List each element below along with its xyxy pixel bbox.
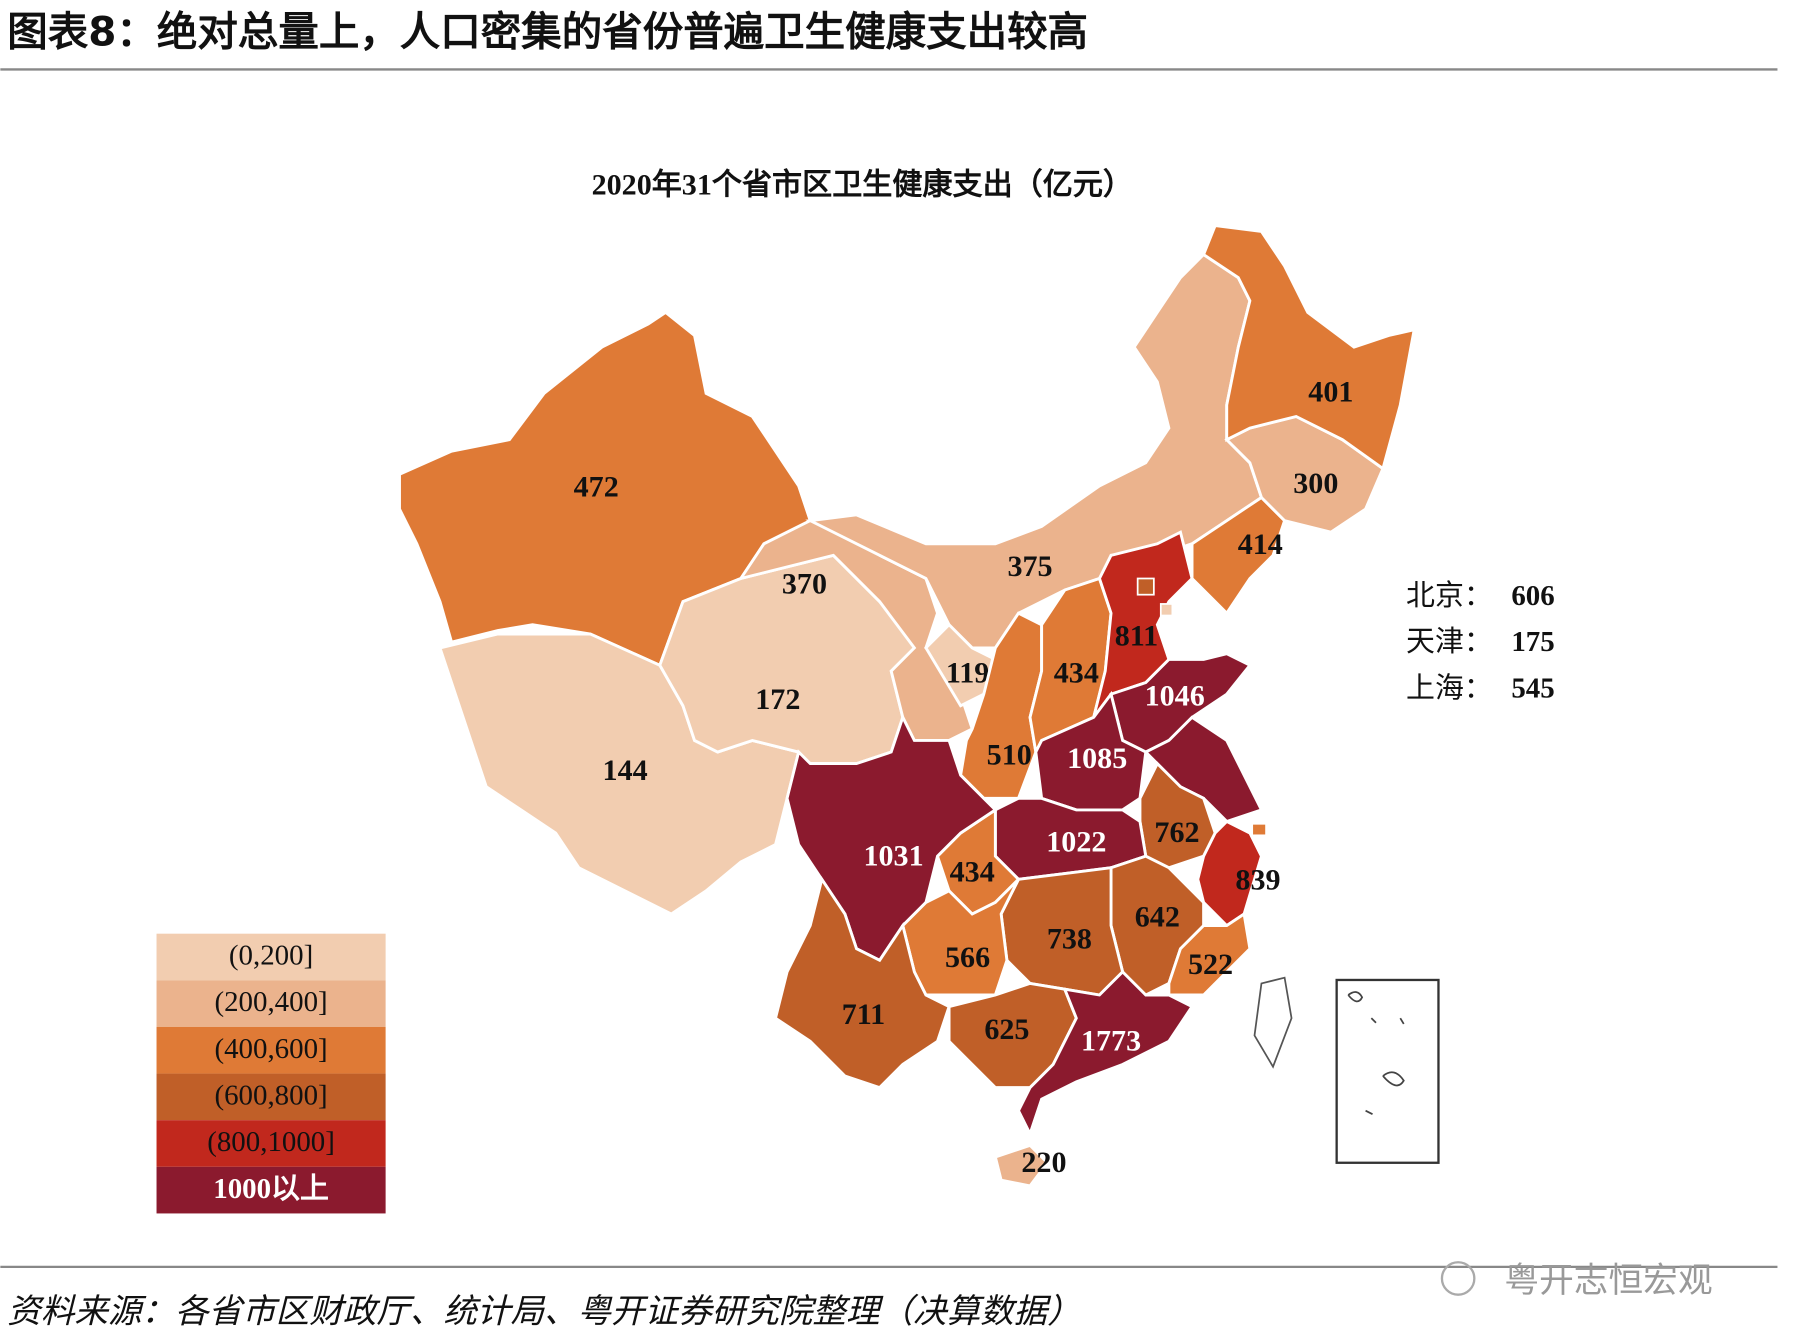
figure-title: 图表8：绝对总量上，人口密集的省份普遍卫生健康支出较高 (7, 8, 1088, 56)
province-value: 510 (987, 738, 1032, 772)
note-label: 北京： (1406, 580, 1493, 612)
province-value: 522 (1188, 947, 1233, 981)
province-value: 1031 (863, 838, 923, 872)
note-label: 上海： (1406, 672, 1493, 704)
province-value: 1046 (1145, 679, 1205, 713)
province-value: 144 (603, 753, 648, 787)
province-value: 566 (945, 940, 990, 974)
province-value: 1007 (1239, 744, 1299, 778)
province-value: 711 (842, 997, 885, 1031)
province (1016, 969, 1195, 1138)
province-value: 1085 (1067, 741, 1127, 775)
province-value: 300 (1293, 466, 1338, 500)
province (1196, 819, 1263, 928)
map-title: 2020年31个省市区卫生健康支出（亿元） (592, 167, 1133, 201)
province-value: 119 (946, 656, 989, 690)
legend-swatch (156, 1166, 386, 1214)
province-value: 220 (1021, 1145, 1066, 1179)
legend-label: (0,200] (229, 940, 313, 972)
province-value: 839 (1235, 863, 1280, 897)
source: 资料来源：各省市区财政厅、统计局、粤开证券研究院整理（决算数据） (7, 1292, 1081, 1331)
legend-swatch (156, 980, 386, 1027)
province-value: 811 (1115, 619, 1158, 653)
note-value: 606 (1511, 580, 1554, 612)
province-value: 1022 (1046, 825, 1106, 859)
inset-islands (1347, 991, 1405, 1115)
municipality (1251, 822, 1267, 837)
province (1167, 911, 1252, 997)
province (773, 875, 951, 1090)
province (1190, 495, 1287, 616)
province-value: 738 (1047, 922, 1092, 956)
legend-label: (200,400] (214, 986, 327, 1018)
note-value: 545 (1511, 672, 1554, 704)
legend-swatch (156, 1026, 386, 1074)
province-value: 172 (755, 682, 800, 716)
legend-label: (800,1000] (207, 1126, 335, 1158)
province-value: 414 (1238, 527, 1283, 561)
province (1092, 530, 1194, 719)
province-value: 625 (984, 1012, 1029, 1046)
legend-swatch (156, 1120, 386, 1167)
municipality (1136, 577, 1155, 596)
province-value: 401 (1308, 374, 1353, 408)
province-value: 434 (1054, 656, 1099, 690)
province-value: 434 (950, 855, 995, 889)
note-value: 175 (1511, 626, 1554, 658)
watermark-icon (1440, 1261, 1476, 1296)
province-value: 370 (782, 566, 827, 600)
legend-swatch (156, 933, 386, 981)
province-value: 472 (574, 469, 619, 503)
legend-swatch (156, 1073, 386, 1121)
legend-label: (600,800] (214, 1080, 327, 1112)
province-value: 1773 (1081, 1024, 1141, 1058)
province-value: 762 (1154, 815, 1199, 849)
taiwan-outline (1253, 976, 1293, 1069)
province-value: 642 (1135, 900, 1180, 934)
municipality (1159, 603, 1174, 617)
province (993, 1143, 1050, 1188)
inset-box (1335, 978, 1440, 1164)
watermark: 粤开志恒宏观 (1504, 1261, 1712, 1301)
legend-label: (400,600] (214, 1033, 327, 1065)
provinces: 472 144 172 370 375 119 510 434 811 414 300 401 1046… (398, 224, 1416, 1188)
legend-label: 1000以上 (213, 1173, 329, 1205)
note-label: 天津： (1406, 626, 1493, 658)
province-value: 375 (1007, 549, 1052, 583)
province (1201, 224, 1416, 471)
